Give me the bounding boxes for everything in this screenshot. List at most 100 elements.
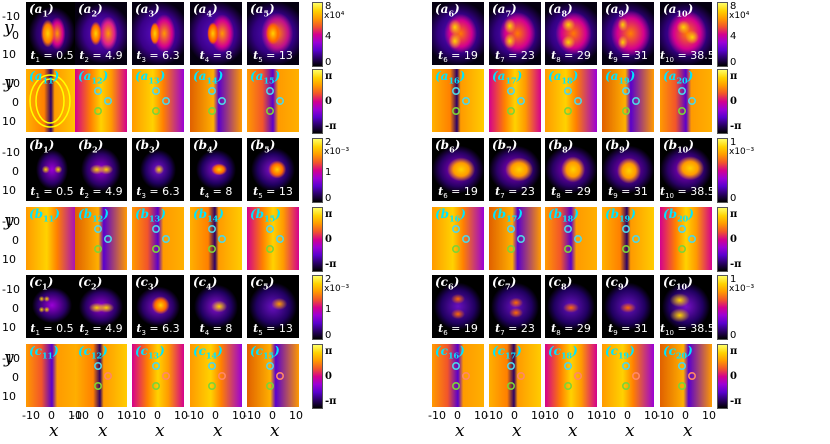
panel-label: (b19) xyxy=(605,207,636,224)
panel-label: (c18) xyxy=(548,344,578,361)
phase-colorbar xyxy=(312,344,323,409)
panel-label: (c5) xyxy=(250,275,275,292)
plot-panel-c7: (c7) t7 = 23 xyxy=(489,275,541,338)
vortex-marker xyxy=(151,224,160,233)
vortex-marker xyxy=(563,381,572,390)
x-axis-label: x xyxy=(455,421,465,441)
vortex-overlay xyxy=(451,224,470,253)
vortex-marker xyxy=(461,371,470,380)
panel-label: (a6) xyxy=(435,2,460,19)
panel-label: (b20) xyxy=(663,207,694,224)
y-tick-label: 10 xyxy=(2,48,16,61)
vortex-marker xyxy=(207,106,216,115)
x-tick-label: 0 xyxy=(269,409,276,422)
vortex-marker xyxy=(103,234,112,243)
vortex-marker xyxy=(677,106,686,115)
time-label: t3 = 6.3 xyxy=(136,321,180,337)
vortex-marker xyxy=(151,86,160,95)
panel-label: (c16) xyxy=(435,344,465,361)
vortex-marker xyxy=(687,234,696,243)
vortex-overlay xyxy=(621,224,640,253)
panel-label: (a7) xyxy=(492,2,517,19)
panel-label: (b18) xyxy=(548,207,579,224)
phase-colorbar xyxy=(312,69,323,134)
vortex-overlay xyxy=(151,224,170,253)
time-label: t9 = 31 xyxy=(608,184,648,200)
x-axis-label: x xyxy=(625,421,635,441)
x-tick-label: -10 xyxy=(128,409,146,422)
colorbar-tick: 0 xyxy=(730,96,737,107)
vortex-marker xyxy=(573,234,582,243)
plot-panel-c10: (c10) t10 = 38.5 xyxy=(660,275,712,338)
panel-label: (a8) xyxy=(548,2,573,19)
time-label: t4 = 8 xyxy=(199,321,233,337)
plot-panel-b12: (b12) xyxy=(75,207,127,270)
plot-panel-c3: (c3) t3 = 6.3 xyxy=(132,275,184,338)
vortex-marker xyxy=(207,86,216,95)
x-tick-label: -10 xyxy=(598,409,616,422)
time-label: t5 = 13 xyxy=(253,321,293,337)
vortex-marker xyxy=(217,371,226,380)
colorbar-tick: 1 xyxy=(325,304,332,315)
plot-panel-b4: (b4) t4 = 8 xyxy=(190,138,242,201)
time-label: t4 = 8 xyxy=(199,184,233,200)
plot-panel-a9: (a9) t9 = 31 xyxy=(602,2,654,65)
phase-colorbar xyxy=(717,69,728,134)
vortex-overlay xyxy=(677,361,696,390)
plot-panel-a11: (a11) xyxy=(26,69,78,132)
panel-label: (c11) xyxy=(29,344,59,361)
vortex-overlay xyxy=(265,224,284,253)
panel-label: (a3) xyxy=(135,2,160,19)
plot-panel-c4: (c4) t4 = 8 xyxy=(190,275,242,338)
plot-panel-c5: (c5) t5 = 13 xyxy=(247,275,299,338)
y-tick-label: -10 xyxy=(2,77,20,90)
plot-panel-b17: (b17) xyxy=(489,207,541,270)
colorbar-multiplier: x10⁻³ xyxy=(729,284,755,294)
x-tick-label: 0 xyxy=(212,409,219,422)
vortex-marker xyxy=(621,244,630,253)
density-colorbar xyxy=(717,2,728,67)
vortex-marker xyxy=(516,371,525,380)
plot-panel-a1: (a1) t1 = 0.5 xyxy=(26,2,78,65)
plot-panel-b10: (b10) t10 = 38.5 xyxy=(660,138,712,201)
colorbar-multiplier: x10⁻³ xyxy=(324,147,350,157)
x-tick-label: 10 xyxy=(644,409,658,422)
x-tick-label: 10 xyxy=(531,409,545,422)
vortex-marker xyxy=(207,361,216,370)
vortex-overlay xyxy=(451,361,470,390)
colorbar-tick: π xyxy=(730,209,738,220)
panel-label: (b17) xyxy=(492,207,523,224)
colorbar-tick: 0 xyxy=(325,234,332,245)
colorbar-tick: 0 xyxy=(730,371,737,382)
vortex-marker xyxy=(93,361,102,370)
x-axis-label: x xyxy=(98,421,108,441)
time-label: t7 = 23 xyxy=(495,184,535,200)
colorbar-tick: -π xyxy=(730,396,742,407)
x-tick-label: 0 xyxy=(624,409,631,422)
panel-label: (c1) xyxy=(29,275,54,292)
vortex-marker xyxy=(451,361,460,370)
time-label: t1 = 0.5 xyxy=(30,184,74,200)
colorbar-tick: 0 xyxy=(730,330,737,341)
colorbar-tick: π xyxy=(325,346,333,357)
plot-panel-a2: (a2) t2 = 4.9 xyxy=(75,2,127,65)
y-tick-label: 10 xyxy=(2,115,16,128)
plot-panel-c9: (c9) t9 = 31 xyxy=(602,275,654,338)
vortex-marker xyxy=(103,371,112,380)
colorbar-tick: 1 xyxy=(325,167,332,178)
vortex-marker xyxy=(451,224,460,233)
plot-panel-b7: (b7) t7 = 23 xyxy=(489,138,541,201)
phase-colorbar xyxy=(717,207,728,272)
x-tick-label: 0 xyxy=(154,409,161,422)
time-label: t10 = 38.5 xyxy=(660,184,712,200)
vortex-marker xyxy=(93,381,102,390)
vortex-marker xyxy=(217,96,226,105)
x-tick-label: 10 xyxy=(702,409,716,422)
vortex-marker xyxy=(265,361,274,370)
vortex-marker xyxy=(151,244,160,253)
density-colorbar xyxy=(717,275,728,340)
time-label: t1 = 0.5 xyxy=(30,48,74,64)
plot-panel-c18: (c18) xyxy=(545,344,597,407)
vortex-marker xyxy=(103,96,112,105)
panel-label: (c4) xyxy=(193,275,218,292)
